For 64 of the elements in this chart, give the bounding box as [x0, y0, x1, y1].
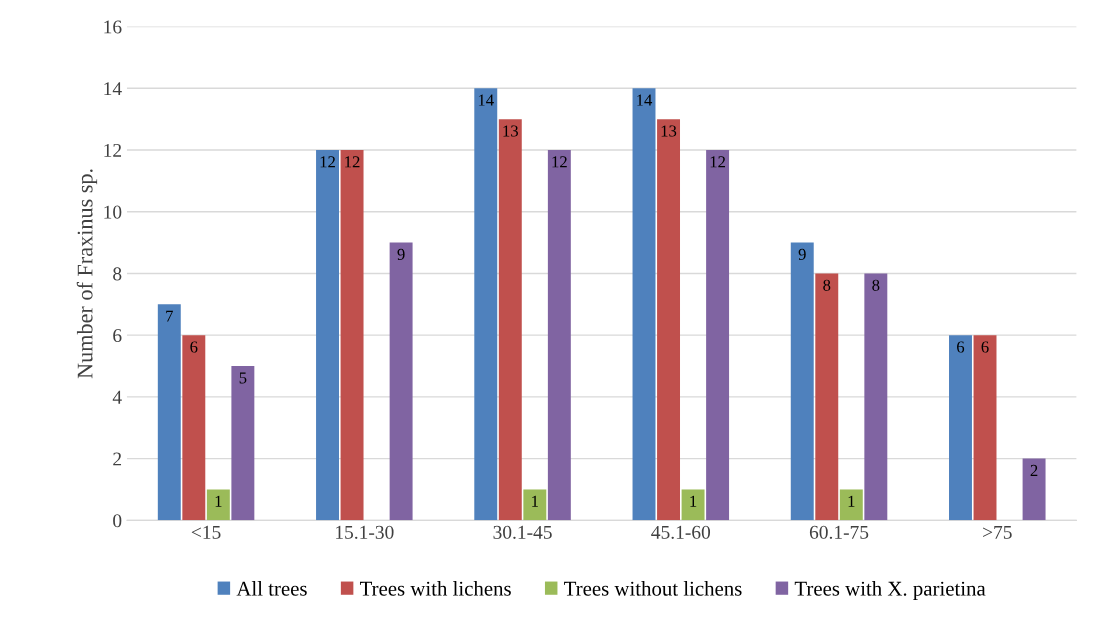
data-label: 12 — [320, 156, 335, 168]
y-tick-label: 14 — [104, 82, 122, 96]
bar — [474, 88, 498, 521]
data-label: 12 — [345, 156, 360, 168]
bar — [389, 242, 413, 521]
data-label: 6 — [190, 341, 198, 353]
x-tick-label: <15 — [191, 525, 221, 539]
data-label: 14 — [478, 94, 494, 106]
x-tick-label: 60.1-75 — [809, 525, 869, 539]
data-label: 14 — [637, 94, 653, 106]
bar — [706, 150, 730, 521]
data-label: 12 — [710, 156, 725, 168]
bar — [1022, 458, 1046, 521]
data-label: 8 — [823, 279, 831, 291]
data-label: 9 — [397, 248, 405, 261]
data-label: 5 — [239, 372, 247, 384]
legend-label: Trees with X. parietina — [794, 581, 986, 600]
x-tick-label: >75 — [983, 525, 1012, 539]
legend-label: Trees with lichens — [359, 581, 511, 596]
data-label: 6 — [981, 341, 989, 353]
bar — [632, 88, 656, 521]
bar — [949, 335, 972, 521]
data-label: 6 — [957, 341, 965, 353]
bar — [157, 304, 181, 521]
data-label: 12 — [552, 156, 567, 168]
x-tick-label: 15.1-30 — [336, 525, 394, 539]
bar — [657, 119, 681, 521]
x-tick-label: 45.1-60 — [651, 525, 711, 539]
bar — [316, 150, 339, 521]
bar — [182, 335, 206, 521]
y-tick-label: 10 — [104, 205, 122, 219]
y-tick-label: 8 — [113, 267, 122, 281]
y-tick-label: 2 — [113, 452, 122, 466]
data-label: 13 — [661, 125, 677, 137]
y-tick-label: 6 — [113, 329, 122, 343]
data-label: 8 — [872, 279, 880, 291]
y-axis-title: Number of Fraxinus sp. — [76, 169, 98, 379]
bar — [547, 150, 571, 521]
bar — [681, 489, 705, 521]
bar — [815, 273, 839, 521]
data-label: 2 — [1030, 464, 1038, 476]
x-tick-label: 30.1-45 — [493, 525, 552, 539]
y-tick-label: 16 — [104, 20, 122, 34]
bar — [973, 335, 997, 521]
legend-label: Trees without lichens — [564, 581, 742, 596]
bar — [231, 366, 255, 521]
data-label: 13 — [503, 125, 518, 137]
y-tick-label: 4 — [112, 390, 122, 404]
bar — [864, 273, 888, 521]
data-label: 1 — [215, 495, 222, 507]
y-tick-label: 12 — [104, 143, 122, 157]
bar — [523, 489, 547, 521]
bar — [498, 119, 522, 521]
data-label: 7 — [166, 310, 173, 322]
data-label: 1 — [690, 495, 697, 507]
data-label: 1 — [848, 495, 855, 507]
data-label: 1 — [532, 495, 538, 507]
bar — [206, 489, 230, 521]
bar — [340, 150, 364, 521]
legend-label: All trees — [236, 581, 307, 596]
data-label: 9 — [798, 248, 806, 261]
bar — [839, 489, 863, 521]
bar — [790, 242, 814, 521]
y-tick-label: 0 — [113, 514, 122, 528]
